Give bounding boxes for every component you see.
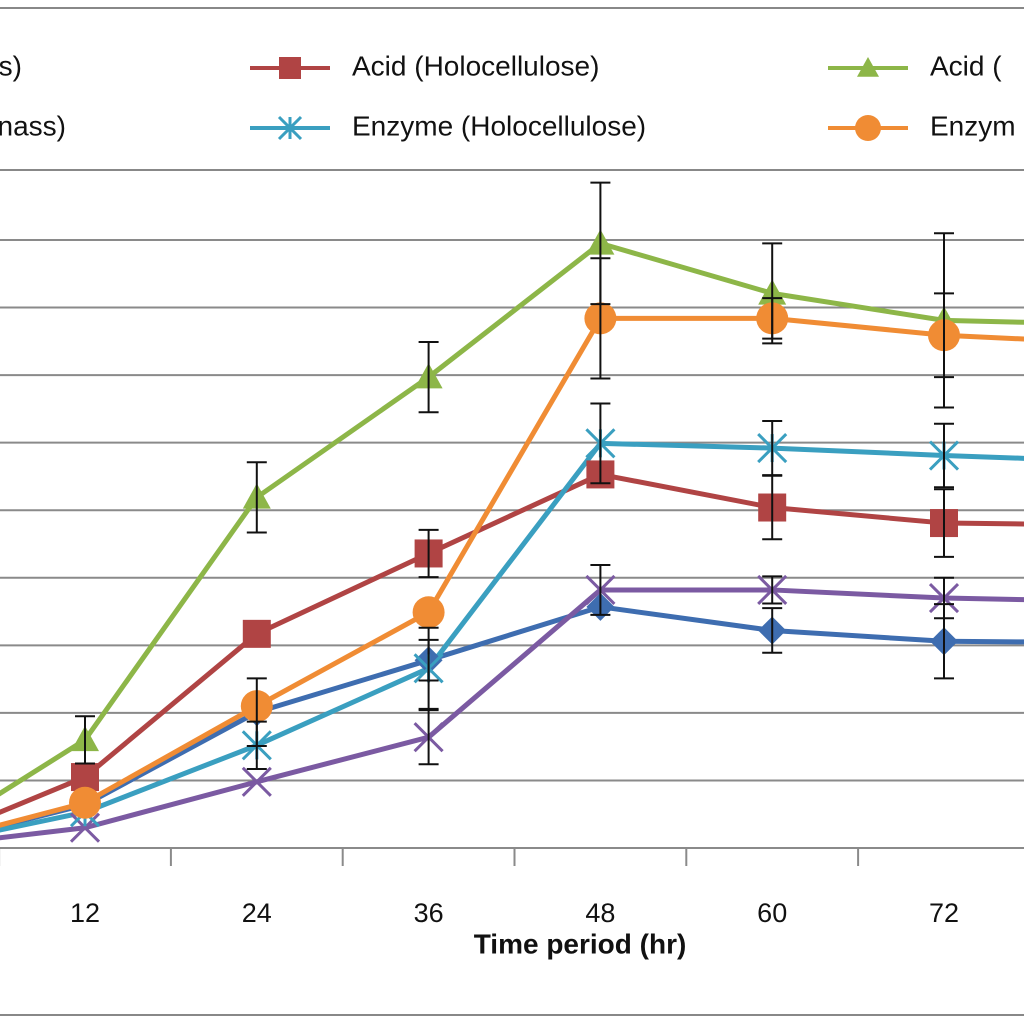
series-line [0,315,1024,828]
legend-label: Enzym [930,110,1016,141]
error-bar [762,420,783,477]
x-tick-label: 24 [242,898,272,928]
series-line [0,240,1024,797]
error-bar [246,720,267,770]
legend-label: Enzyme (Holocellulose) [352,110,646,141]
legend-marker [277,115,303,141]
legend-marker [857,57,879,77]
series-line [0,587,1024,841]
error-bar [934,576,954,620]
legend-label: Acid (Holocellulose) [352,50,599,81]
x-tick-label: 48 [585,898,615,928]
x-tick-label: 12 [70,898,100,928]
error-bar [418,528,439,579]
error-bar [418,626,439,710]
data-point [242,619,271,648]
data-point [241,766,272,797]
data-point [69,812,101,843]
error-bar [418,709,439,766]
error-bar [246,461,267,534]
marker-stroke [241,766,272,797]
series-line [0,471,1024,815]
error-bar [934,488,954,558]
error-bar [934,292,954,379]
legend-label: nass) [0,110,66,141]
marker-stroke [69,812,101,843]
error-bar [762,607,783,654]
legend-label: Acid ( [930,50,1002,81]
data-point [412,596,445,629]
data-point [71,763,99,792]
series-line [0,440,1024,833]
error-bar [590,257,611,380]
x-axis-title: Time period (hr) [474,928,687,959]
error-bar [762,575,783,605]
legend-marker [855,115,881,141]
error-bar [75,715,95,765]
x-tick-label: 72 [929,898,959,928]
x-tick-label: 36 [414,898,444,928]
error-bar [762,297,783,340]
x-tick-label: 60 [757,898,787,928]
legend-label: s) [0,50,22,81]
error-bar [590,402,611,485]
legend-marker [279,57,301,79]
error-bar [590,563,611,616]
error-bar [418,341,439,414]
error-bar [934,422,954,489]
data-point [69,786,101,819]
